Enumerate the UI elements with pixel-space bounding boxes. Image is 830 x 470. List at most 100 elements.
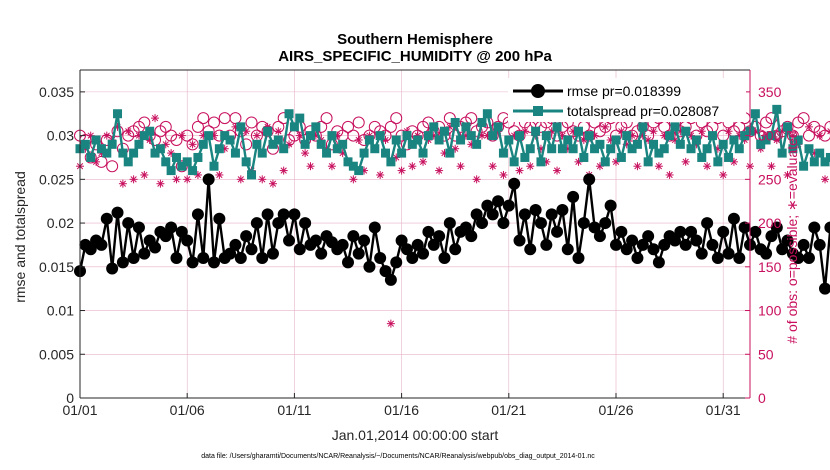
totalspread-point <box>804 144 814 154</box>
totalspread-point <box>552 122 562 132</box>
obs-evaluated-point <box>306 162 315 171</box>
totalspread-point <box>338 139 348 149</box>
obs-evaluated-stroke <box>602 123 609 131</box>
legend: rmse pr=0.018399 totalspread pr=0.028087 <box>508 78 746 122</box>
obs-evaluated-point <box>724 127 733 136</box>
obs-possible-point <box>208 116 220 129</box>
totalspread-point <box>815 148 825 158</box>
y-tick-label: 0 <box>66 390 74 406</box>
legend-spread-marker <box>533 106 543 116</box>
obs-evaluated-point <box>129 175 138 184</box>
obs-possible-point <box>170 133 183 146</box>
obs-evaluated-stroke <box>92 158 100 165</box>
totalspread-point <box>402 131 412 141</box>
totalspread-point <box>724 152 734 162</box>
rmse-point <box>347 230 360 243</box>
totalspread-point <box>123 157 133 167</box>
totalspread-point <box>595 139 605 149</box>
totalspread-point <box>702 144 712 154</box>
obs-evaluated-point <box>295 131 304 140</box>
totalspread-point <box>707 131 717 141</box>
totalspread-point <box>681 126 691 136</box>
legend-rmse-marker <box>531 84 545 98</box>
rmse-point <box>540 238 553 251</box>
rmse-point <box>374 252 387 265</box>
chart-title: Southern Hemisphere <box>337 31 493 48</box>
totalspread-point <box>456 135 466 145</box>
obs-possible-point <box>84 151 97 164</box>
totalspread-point <box>740 131 750 141</box>
rmse-point <box>765 230 778 243</box>
totalspread-point <box>118 148 128 158</box>
obs-evaluated-stroke <box>151 114 159 122</box>
rmse-point <box>556 203 569 216</box>
y-right-tick-label: 50 <box>758 346 774 362</box>
rmse-point <box>674 225 687 238</box>
rmse-point <box>111 206 124 219</box>
totalspread-point <box>284 109 294 119</box>
obs-evaluated-point <box>172 175 181 184</box>
rmse-point <box>722 247 735 260</box>
rmse-point <box>256 252 269 265</box>
obs-possible-point <box>245 116 258 129</box>
obs-evaluated-stroke <box>173 176 180 183</box>
totalspread-point <box>691 135 701 145</box>
totalspread-point <box>188 166 198 176</box>
totalspread-point <box>145 126 155 136</box>
totalspread-point <box>761 135 771 145</box>
rmse-point <box>492 195 505 208</box>
totalspread-point <box>670 122 680 132</box>
totalspread-point <box>772 104 782 114</box>
totalspread-point <box>799 161 809 171</box>
rmse-point <box>138 247 151 260</box>
obs-evaluated-stroke <box>516 167 523 174</box>
rmse-point <box>770 221 783 234</box>
rmse-point <box>802 252 815 265</box>
totalspread-point <box>80 139 90 149</box>
obs-possible-point <box>197 112 210 125</box>
obs-evaluated-point <box>408 162 417 171</box>
obs-evaluated-stroke <box>768 163 775 170</box>
obs-evaluated-point <box>515 166 524 175</box>
tick-labels: 0 0.005 0.01 0.015 0.02 0.025 0.03 0.035 0 50 100 1… <box>39 84 782 418</box>
totalspread-point <box>498 148 508 158</box>
rmse-point <box>631 252 644 265</box>
totalspread-point <box>445 148 455 158</box>
totalspread-point <box>788 144 798 154</box>
y-axis-right-label: # of obs: o=possible; ∗=evaluated <box>784 130 800 343</box>
rmse-point <box>245 243 258 256</box>
totalspread-point <box>434 135 444 145</box>
totalspread-point <box>161 157 171 167</box>
rmse-point <box>175 225 188 238</box>
obs-possible-point <box>159 120 172 133</box>
totalspread-point <box>268 139 278 149</box>
totalspread-point <box>756 139 766 149</box>
totalspread-point <box>777 148 787 158</box>
rmse-point <box>577 217 590 230</box>
rmse-point <box>588 221 601 234</box>
rmse-point <box>293 243 306 256</box>
rmse-point <box>159 230 172 243</box>
obs-evaluated-stroke <box>269 180 277 187</box>
totalspread-point <box>214 144 224 154</box>
totalspread-point <box>477 117 487 127</box>
rmse-point <box>208 256 220 269</box>
obs-possible-point <box>106 160 119 173</box>
obs-evaluated-point <box>268 179 277 188</box>
obs-evaluated-point <box>354 135 363 144</box>
obs-evaluated-point <box>252 131 261 140</box>
totalspread-point <box>236 122 246 132</box>
rmse-point <box>476 217 488 230</box>
totalspread-point <box>300 139 310 149</box>
x-tick-label: 01/21 <box>491 402 526 418</box>
totalspread-point <box>171 152 181 162</box>
obs-possible-point <box>465 112 478 125</box>
obs-evaluated-point <box>274 127 283 136</box>
y-tick-label: 0.035 <box>39 84 74 100</box>
y-tick-label: 0.005 <box>39 346 74 362</box>
obs-evaluated-stroke <box>275 128 282 135</box>
obs-evaluated-point <box>419 157 428 166</box>
rmse-point <box>224 247 237 260</box>
rmse-point <box>695 247 708 260</box>
